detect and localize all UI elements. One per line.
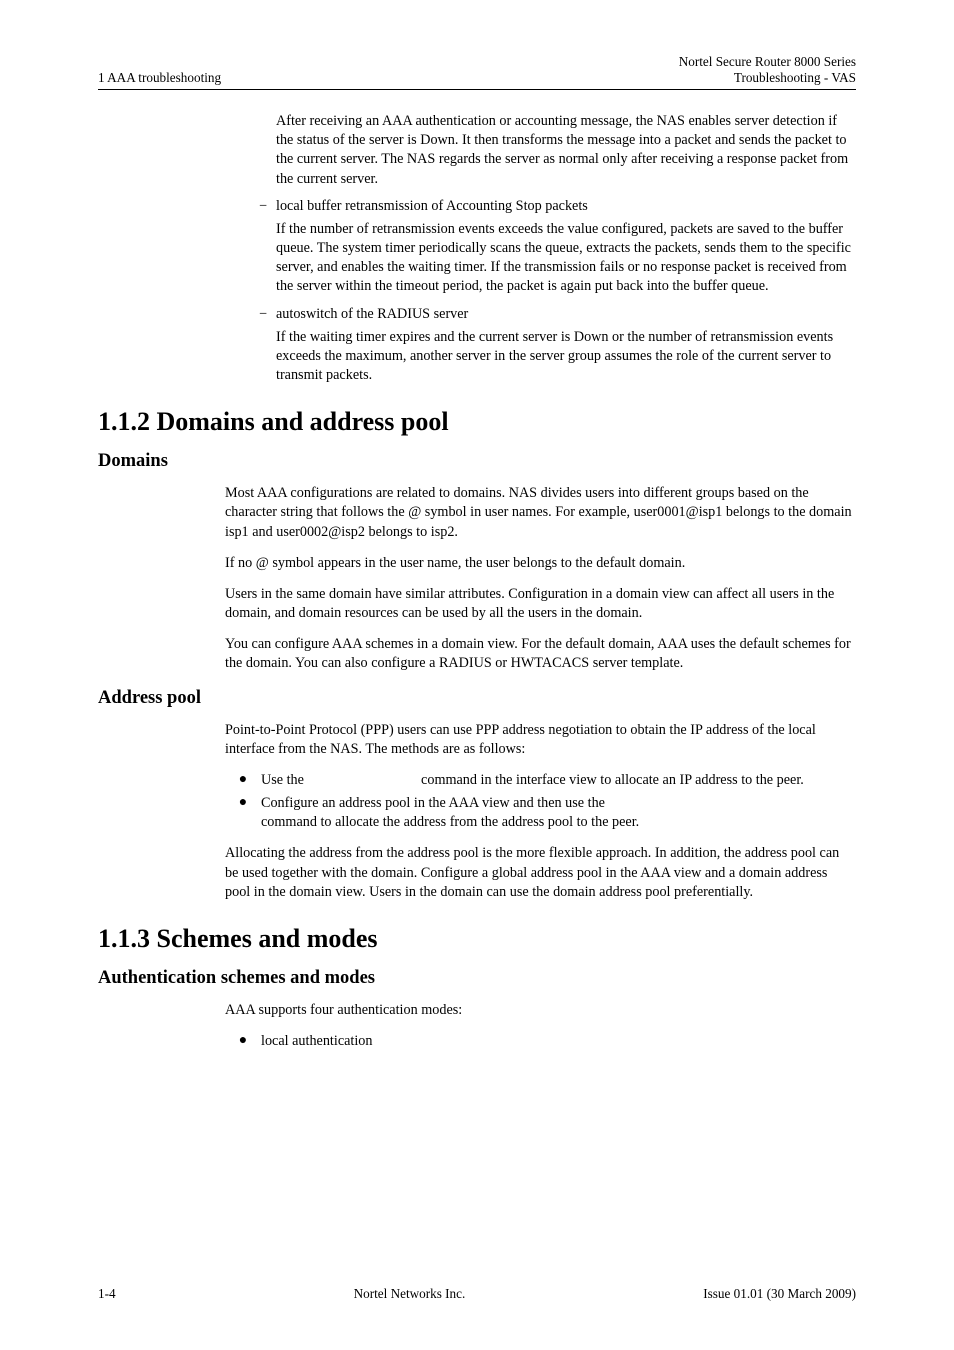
bullet-prefix: Use the <box>261 772 308 788</box>
domains-paragraph: Users in the same domain have similar at… <box>225 585 856 623</box>
footer-company: Nortel Networks Inc. <box>354 1286 466 1302</box>
bullet-text: local authentication <box>261 1032 856 1051</box>
domains-paragraph: You can configure AAA schemes in a domai… <box>225 635 856 673</box>
auth-paragraph: AAA supports four authentication modes: <box>225 1001 856 1020</box>
dash-item-title: local buffer retransmission of Accountin… <box>276 197 856 216</box>
bullet-item-use-command: ● Use the command in the interface view … <box>225 771 856 790</box>
page-header: 1 AAA troubleshooting Nortel Secure Rout… <box>98 54 856 90</box>
footer-issue-date: Issue 01.01 (30 March 2009) <box>703 1286 856 1302</box>
page-footer: 1-4 Nortel Networks Inc. Issue 01.01 (30… <box>98 1286 856 1302</box>
bullet-suffix: command to allocate the address from the… <box>261 814 639 830</box>
dash-item-title: autoswitch of the RADIUS server <box>276 305 856 324</box>
intro-paragraph: After receiving an AAA authentication or… <box>276 112 856 189</box>
header-right-line2: Troubleshooting - VAS <box>679 70 856 86</box>
bullet-item-configure-pool: ● Configure an address pool in the AAA v… <box>225 794 856 832</box>
dash-item-body: If the number of retransmission events e… <box>276 220 856 297</box>
bullet-text: Configure an address pool in the AAA vie… <box>261 794 856 832</box>
section-heading-domains-address-pool: 1.1.2 Domains and address pool <box>98 407 856 437</box>
bullet-text: Use the command in the interface view to… <box>261 771 856 790</box>
address-pool-paragraph: Allocating the address from the address … <box>225 844 856 902</box>
dash-item-body: If the waiting timer expires and the cur… <box>276 328 856 386</box>
dash-bullet-icon: − <box>250 305 276 324</box>
subheading-domains: Domains <box>98 451 856 472</box>
section-heading-schemes-modes: 1.1.3 Schemes and modes <box>98 924 856 954</box>
footer-page-number: 1-4 <box>98 1286 116 1302</box>
domains-paragraph: If no @ symbol appears in the user name,… <box>225 554 856 573</box>
dash-bullet-icon: − <box>250 197 276 216</box>
bullet-suffix: command in the interface view to allocat… <box>418 772 804 788</box>
header-right-line1: Nortel Secure Router 8000 Series <box>679 54 856 70</box>
bullet-prefix: Configure an address pool in the AAA vie… <box>261 795 605 811</box>
header-left: 1 AAA troubleshooting <box>98 70 221 86</box>
bullet-dot-icon: ● <box>225 794 261 832</box>
subheading-address-pool: Address pool <box>98 688 856 709</box>
bullet-item-local-auth: ● local authentication <box>225 1032 856 1051</box>
domains-paragraph: Most AAA configurations are related to d… <box>225 484 856 542</box>
bullet-dot-icon: ● <box>225 1032 261 1051</box>
dash-item-local-buffer: − local buffer retransmission of Account… <box>250 197 856 216</box>
header-right: Nortel Secure Router 8000 Series Trouble… <box>679 54 856 86</box>
dash-item-autoswitch: − autoswitch of the RADIUS server <box>250 305 856 324</box>
bullet-dot-icon: ● <box>225 771 261 790</box>
address-pool-paragraph: Point-to-Point Protocol (PPP) users can … <box>225 721 856 759</box>
subheading-auth-schemes: Authentication schemes and modes <box>98 968 856 989</box>
